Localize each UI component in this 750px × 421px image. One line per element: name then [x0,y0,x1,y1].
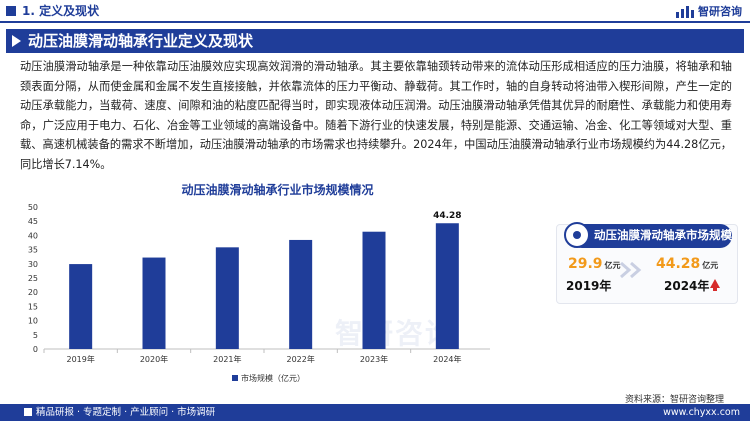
end-year: 2024年 [664,279,710,293]
x-tick-label: 2023年 [360,354,388,364]
bar-chart-logo-icon [676,5,694,18]
footer-url[interactable]: www.chyxx.com [663,407,740,418]
start-year: 2019年 [566,279,612,293]
source-note: 资料来源：智研咨询整理 [624,395,724,405]
x-tick-label: 2022年 [286,354,314,364]
top-divider [0,21,750,23]
brand-logo: 智研咨询 [676,3,742,19]
bar-2 [215,247,239,349]
x-tick-label: 2024年 [433,354,461,364]
y-tick-label: 10 [28,317,38,326]
definition-paragraph: 动压油膜滑动轴承是一种依靠动压油膜效应实现高效润滑的滑动轴承。其主要依靠轴颈转动… [20,60,732,171]
x-tick-label: 2020年 [140,354,168,364]
growth-chevron-icon [620,261,642,279]
bar-4 [362,231,386,349]
end-value: 44.28 亿元 [656,256,719,272]
y-tick-label: 30 [28,260,38,269]
end-unit: 亿元 [702,261,719,270]
x-tick-label: 2021年 [213,354,241,364]
data-label: 44.28 [433,211,461,221]
card-bullet-icon [564,222,590,248]
top-bar: 1. 定义及现状 智研咨询 [0,0,750,23]
start-unit: 亿元 [604,261,621,270]
banner-arrow-icon [12,35,21,47]
title-banner: 动压油膜滑动轴承行业定义及现状 [6,29,744,53]
card-title: 动压油膜滑动轴承市场规模 [594,228,732,242]
chart-title: 动压油膜滑动轴承行业市场规模情况 [181,183,374,197]
y-tick-label: 45 [28,217,38,226]
y-tick-label: 0 [33,345,38,354]
page-title: 动压油膜滑动轴承行业定义及现状 [28,32,254,50]
footer-square-icon [24,408,32,416]
bar-0 [69,264,93,349]
logo-text: 智研咨询 [698,5,742,18]
y-tick-label: 40 [28,231,38,240]
legend-label: 市场规模（亿元） [241,373,305,383]
y-tick-label: 50 [28,203,38,212]
bar-3 [289,239,313,349]
section-title: 1. 定义及现状 [22,4,100,18]
legend-swatch [232,375,238,381]
section-square-icon [6,6,16,16]
start-value: 29.9 亿元 [568,256,621,272]
footer-services: 精品研报 · 专题定制 · 产业顾问 · 市场调研 [36,407,216,418]
y-tick-label: 35 [28,246,38,255]
footer-bar: 精品研报 · 专题定制 · 产业顾问 · 市场调研 www.chyxx.com [0,404,750,421]
bar-1 [142,257,166,349]
y-tick-label: 5 [33,331,38,340]
watermark: 智研咨询 [335,317,456,350]
x-tick-label: 2019年 [66,354,94,364]
up-arrow-icon [710,279,720,291]
card-header: 动压油膜滑动轴承市场规模 [564,222,732,248]
y-tick-label: 15 [28,302,38,311]
y-tick-label: 20 [28,288,38,297]
y-tick-label: 25 [28,274,38,283]
bar-5 [435,223,459,349]
